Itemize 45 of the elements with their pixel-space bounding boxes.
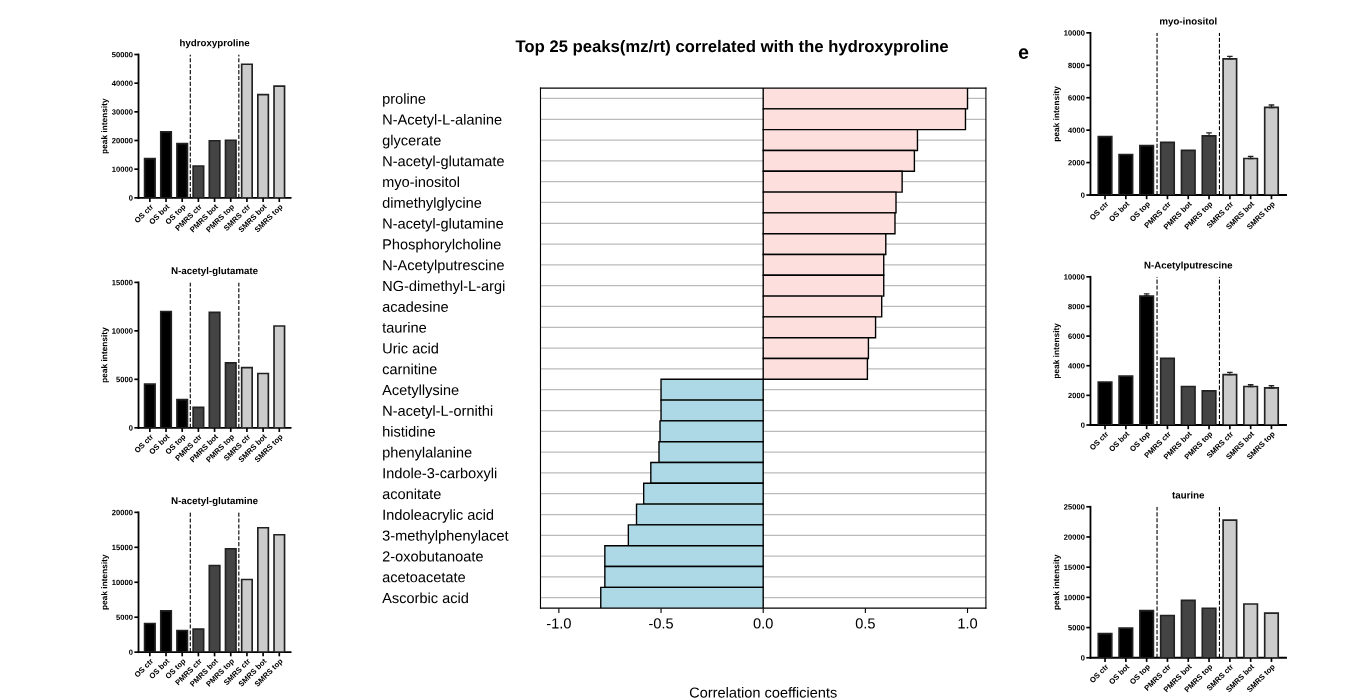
x-tick-label: -0.5 (649, 618, 673, 629)
x-tick-label: 0.0 (753, 618, 773, 629)
y-tick-label: myo-inositol (383, 176, 459, 190)
y-tick-label: N-acetyl-glutamate (383, 155, 504, 170)
y-tick-label: NG-dimethyl-L-argi (383, 280, 505, 295)
y-axis-title: peak intensity (101, 554, 109, 610)
y-tick-label: Indole-3-carboxyli (383, 467, 497, 482)
chart-title: taurine (1172, 491, 1205, 499)
y-axis-title: peak intensity (101, 327, 109, 383)
y-axis-title: peak intensity (1053, 86, 1061, 142)
y-tick-label: 3-methylphenylacet (382, 530, 509, 544)
y-tick-label: glycerate (382, 134, 441, 149)
y-tick-label: acadesine (382, 301, 448, 312)
y-tick-label: N-acetyl-L-ornithi (383, 405, 493, 419)
y-axis-title: peak intensity (1053, 554, 1061, 610)
y-tick-label: carnitine (382, 363, 437, 375)
chart-title: N-acetyl-glutamate (171, 267, 258, 277)
chart-title: myo-inositol (1160, 17, 1217, 27)
y-tick-label: N-Acetyl-L-alanine (383, 113, 502, 128)
chart-title: N-Acetylputrescine (1144, 261, 1233, 271)
y-tick-label: 2-oxobutanoate (382, 550, 483, 562)
y-tick-label: aconitate (382, 488, 441, 500)
y-tick-label: N-Acetylputrescine (383, 259, 504, 274)
chart-title: N-acetyl-glutamine (171, 496, 258, 507)
x-axis-title: Correlation coefficients (689, 687, 837, 698)
chart-title: Top 25 peaks(mz/rt) correlated with the hydroxyproline (515, 39, 949, 56)
x-tick-label: 0.5 (855, 618, 875, 629)
y-tick-label: histidine (383, 426, 436, 437)
y-tick-label: Phosphorylcholine (383, 238, 501, 253)
y-tick-label: dimethylglycine (382, 197, 482, 211)
y-tick-label: acetoacetate (382, 572, 466, 583)
y-tick-label: Uric acid (383, 342, 438, 354)
y-tick-label: Ascorbic acid (382, 592, 468, 604)
y-axis-title: peak intensity (101, 98, 109, 154)
chart-title: hydroxyproline (180, 39, 250, 49)
y-axis-title: peak intensity (1053, 323, 1061, 379)
y-tick-label: Acetyllysine (382, 384, 459, 399)
y-tick-label: taurine (382, 322, 427, 333)
y-tick-label: proline (383, 93, 426, 107)
x-tick-label: -1.0 (546, 618, 571, 629)
y-tick-label: N-acetyl-glutamine (383, 218, 504, 232)
y-tick-label: phenylalanine (383, 446, 472, 461)
y-tick-label: Indoleacrylic acid (383, 509, 494, 523)
text: e (1018, 48, 1029, 59)
x-tick-label: 1.0 (958, 618, 978, 629)
